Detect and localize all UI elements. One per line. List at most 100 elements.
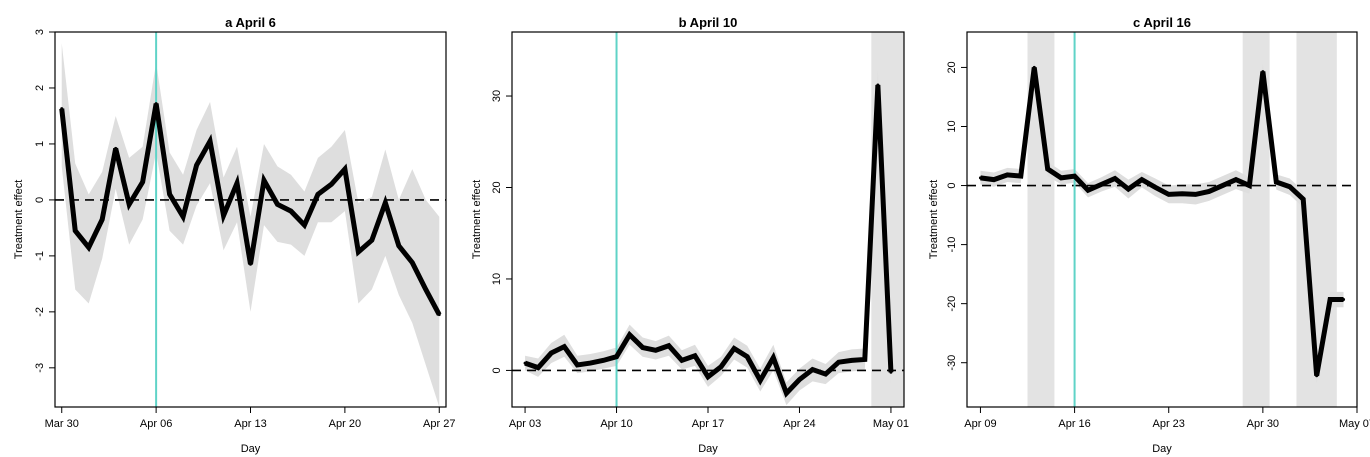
data-point: [615, 355, 619, 359]
data-point: [1342, 298, 1346, 302]
data-point: [719, 365, 723, 369]
data-point: [889, 370, 893, 374]
data-point: [195, 163, 199, 167]
data-point: [641, 346, 645, 350]
data-point: [60, 107, 64, 111]
data-point: [693, 354, 697, 358]
data-point: [1073, 174, 1077, 178]
treatment-effect-line: [980, 67, 1344, 377]
data-point: [1180, 192, 1184, 196]
data-point: [837, 360, 841, 364]
data-point: [410, 261, 414, 265]
data-point: [1005, 173, 1009, 177]
y-tick-label: -30: [946, 355, 958, 371]
data-point: [235, 181, 239, 185]
data-point: [784, 391, 788, 395]
data-point: [343, 167, 347, 171]
data-point: [1221, 184, 1225, 188]
data-point: [1167, 192, 1171, 196]
data-point: [302, 223, 306, 227]
data-point: [370, 238, 374, 242]
data-point: [87, 245, 91, 249]
data-point: [523, 361, 527, 365]
data-point: [1059, 176, 1063, 180]
data-point: [356, 250, 360, 254]
data-point: [262, 178, 266, 182]
x-tick-label: May 01: [873, 418, 909, 430]
data-point: [437, 313, 441, 317]
data-point: [863, 357, 867, 361]
y-tick-label: 0: [491, 367, 503, 373]
data-point: [1019, 174, 1023, 178]
data-point: [114, 146, 118, 150]
x-tick-label: Apr 09: [964, 418, 996, 430]
data-point: [329, 182, 333, 186]
y-tick-label: -3: [34, 363, 46, 373]
x-tick-label: Apr 24: [783, 418, 815, 430]
data-point: [73, 229, 77, 233]
data-point: [1046, 167, 1050, 171]
data-point: [383, 201, 387, 205]
data-point: [850, 358, 854, 362]
y-tick-label: -1: [34, 251, 46, 261]
data-point: [181, 215, 185, 219]
plot-frame: [966, 31, 1358, 408]
data-point: [680, 358, 684, 362]
y-tick-label: 10: [946, 120, 958, 132]
data-point: [1086, 188, 1090, 192]
x-tick-label: Apr 20: [329, 418, 361, 430]
data-point: [316, 192, 320, 196]
data-point: [1288, 185, 1292, 189]
x-axis-label: Day: [241, 443, 261, 455]
x-tick-label: Apr 30: [1247, 418, 1279, 430]
data-point: [758, 378, 762, 382]
data-point: [1207, 189, 1211, 193]
data-point: [1153, 185, 1157, 189]
data-point: [549, 351, 553, 355]
y-tick-label: 3: [34, 29, 46, 35]
data-point: [1274, 180, 1278, 184]
data-point: [275, 202, 279, 206]
chart-title: c April 16: [1133, 15, 1191, 30]
data-point: [601, 358, 605, 362]
data-point: [1126, 187, 1130, 191]
data-point: [1032, 65, 1036, 69]
y-tick-label: -20: [946, 296, 958, 312]
data-point: [628, 333, 632, 337]
data-point: [1140, 178, 1144, 182]
data-point: [575, 363, 579, 367]
y-tick-label: 20: [491, 181, 503, 193]
treatment-effect-line: [524, 84, 894, 398]
x-tick-label: Apr 03: [509, 418, 541, 430]
data-point: [222, 214, 226, 218]
data-point: [1328, 298, 1332, 302]
y-tick-label: -10: [946, 237, 958, 253]
x-tick-label: Apr 23: [1153, 418, 1185, 430]
data-point: [168, 192, 172, 196]
data-point: [1261, 70, 1265, 74]
data-point: [154, 102, 158, 106]
data-point: [654, 348, 658, 352]
y-tick-label: 20: [946, 61, 958, 73]
data-point: [992, 178, 996, 182]
data-point: [424, 287, 428, 291]
data-point: [249, 262, 252, 266]
y-axis-label: Treatment effect: [13, 180, 25, 259]
data-point: [706, 375, 710, 379]
data-point: [536, 366, 540, 370]
data-point: [1247, 184, 1251, 188]
y-tick-label: -2: [34, 307, 46, 317]
data-point: [745, 355, 749, 359]
y-tick-label: 10: [491, 273, 503, 285]
x-tick-label: Apr 06: [140, 418, 172, 430]
x-axis-label: Day: [1152, 443, 1172, 455]
data-point: [100, 218, 104, 221]
x-tick-label: Apr 17: [692, 418, 724, 430]
data-point: [127, 202, 131, 206]
data-point: [208, 139, 212, 143]
chart-panel-1: Mar 30 Apr 06 Apr 13 Apr 20 Apr 27 -3 -2 -1 0 1 2 3…: [13, 15, 455, 455]
y-axis-label: Treatment effect: [471, 180, 483, 259]
y-axis-label: Treatment effect: [928, 180, 940, 259]
x-tick-label: Mar 30: [45, 418, 79, 430]
